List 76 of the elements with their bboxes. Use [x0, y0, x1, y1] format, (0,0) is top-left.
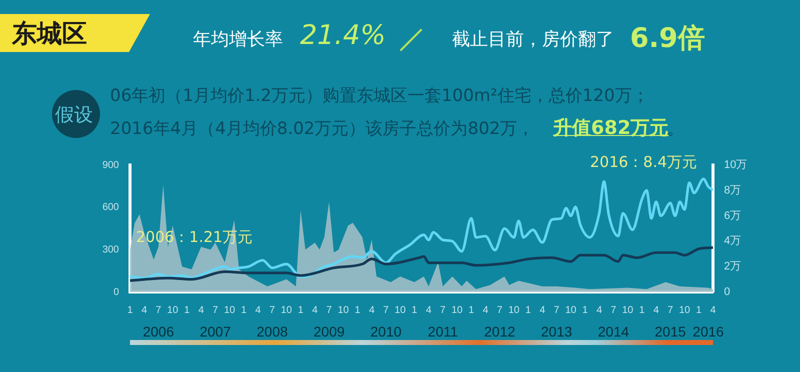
x-tick-label: 7: [668, 304, 674, 316]
x-tick-label: 10: [451, 304, 464, 316]
x-tick-label: 7: [326, 304, 332, 316]
text: 假设: [55, 103, 93, 128]
x-tick-label: 10: [224, 304, 236, 316]
text: 2016年4月（4月均价8.02万元）该房子总价为802万，: [110, 118, 534, 140]
x-tick-label: 1: [468, 304, 474, 316]
x-tick-label: 10: [338, 304, 350, 316]
x-tick-label: 4: [368, 304, 375, 316]
x-tick-label: 10: [679, 304, 691, 316]
x-tick-label: 7: [212, 304, 219, 316]
line-series: [130, 178, 713, 280]
x-tick-label: 10: [280, 304, 292, 316]
x-tick-label: 7: [496, 304, 503, 316]
x-tick-label: 4: [312, 304, 318, 316]
x-tick-label: 4: [255, 304, 262, 316]
x-tick-label: 4: [426, 304, 432, 316]
y2-tick-label: 4万: [724, 235, 742, 248]
y-tick-label: 0: [113, 286, 120, 298]
x2-tick-label: 2015: [654, 323, 686, 340]
x2-tick-label: 2013: [541, 323, 572, 340]
x-tick-label: 1: [298, 304, 304, 316]
annotation: 2016：8.4万元: [590, 153, 698, 172]
x-tick-label: 1: [639, 304, 646, 316]
x-tick-label: 1: [525, 304, 532, 316]
x2-tick-label: 2009: [313, 323, 345, 340]
x2-tick-label: 2012: [484, 323, 516, 340]
x2-tick-label: 2014: [598, 323, 630, 340]
x-tick-label: 4: [141, 304, 148, 316]
y2-tick-label: 2万: [724, 260, 742, 273]
text: 21.4%: [300, 20, 386, 51]
y-tick-label: 600: [102, 202, 120, 214]
x-tick-label: 10: [394, 304, 406, 316]
line-series: [130, 246, 713, 282]
text: 。: [667, 119, 684, 140]
x-tick-label: 1: [127, 304, 134, 316]
x-tick-label: 10: [622, 304, 634, 316]
x2-tick-label: 2007: [200, 323, 232, 340]
x2-tick-label: 2016: [692, 323, 724, 340]
text: 06年初（1月均价1.2万元）购置东城区一套100m²住宅，总价120万；: [110, 85, 649, 107]
x-tick-label: 1: [184, 304, 190, 316]
text: 年均增长率: [193, 28, 283, 51]
x2-tick-label: 2006: [142, 323, 174, 340]
y-tick-label: 300: [102, 244, 120, 256]
text: 6.9倍: [630, 22, 705, 56]
x-tick-label: 7: [554, 304, 560, 316]
y2-tick-label: 6万: [724, 210, 742, 222]
x-tick-label: 4: [482, 304, 489, 316]
y2-tick-label: 0: [724, 286, 730, 298]
x-tick-label: 4: [653, 304, 660, 316]
x-tick-label: 1: [354, 304, 361, 316]
x-tick-label: 7: [383, 304, 390, 316]
x-tick-label: 10: [167, 304, 179, 316]
x-tick-label: 7: [440, 304, 446, 316]
x-tick-label: 10: [565, 304, 577, 316]
x-tick-label: 4: [198, 304, 204, 316]
x-tick-label: 1: [412, 304, 418, 316]
x-tick-label: 4: [540, 304, 546, 316]
chart-title: 东城区: [12, 18, 87, 50]
x-tick-label: 4: [710, 304, 716, 316]
y2-tick-label: 8万: [724, 184, 742, 196]
x-tick-label: 4: [596, 304, 602, 316]
text: 升值682万元: [553, 116, 669, 141]
x2-tick-label: 2010: [370, 323, 402, 340]
x-tick-label: 1: [240, 304, 247, 316]
y-tick-label: 900: [102, 160, 120, 171]
x-tick-label: 1: [696, 304, 702, 316]
x2-tick-label: 2008: [256, 323, 288, 340]
x-tick-label: 1: [582, 304, 588, 316]
x-tick-label: 10: [508, 304, 520, 316]
x-tick-label: 7: [269, 304, 276, 316]
text: 截止目前，房价翻了: [452, 28, 614, 51]
x2-tick-label: 2011: [428, 323, 458, 340]
x-tick-label: 7: [610, 304, 617, 316]
y2-tick-label: 10万: [724, 159, 748, 172]
x-tick-label: 7: [156, 304, 162, 316]
